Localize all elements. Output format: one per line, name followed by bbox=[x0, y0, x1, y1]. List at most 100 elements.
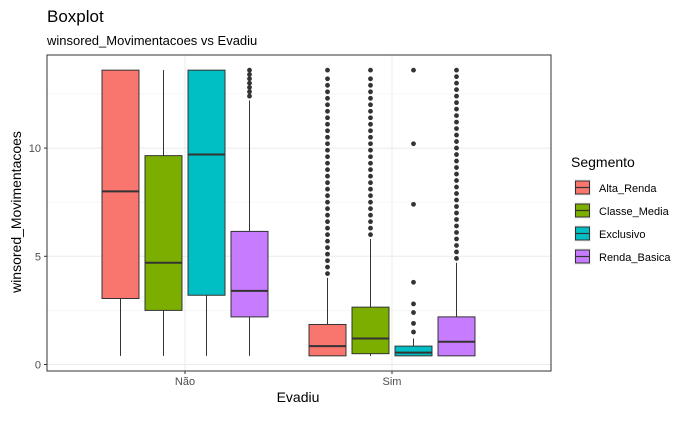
outlier-point bbox=[454, 204, 459, 209]
chart-subtitle: winsored_Movimentacoes vs Evadiu bbox=[46, 33, 257, 48]
outlier-point bbox=[411, 141, 416, 147]
legend-label: Alta_Renda bbox=[599, 183, 657, 195]
plot-area: 0 5 10 Não Sim bbox=[29, 54, 552, 388]
box bbox=[437, 316, 476, 357]
outlier-point bbox=[368, 167, 373, 173]
outlier-point bbox=[325, 245, 330, 251]
outlier-point bbox=[368, 128, 373, 134]
outlier-point bbox=[247, 85, 252, 90]
outlier-point bbox=[247, 89, 252, 95]
outlier-point bbox=[411, 310, 416, 315]
outlier-point bbox=[325, 147, 330, 153]
outlier-point bbox=[325, 251, 330, 257]
legend-title: Segmento bbox=[571, 154, 635, 170]
outlier-point bbox=[325, 271, 330, 277]
outlier-point bbox=[325, 199, 330, 205]
outlier-point bbox=[454, 80, 459, 86]
outlier-point bbox=[368, 121, 373, 127]
outlier-point bbox=[368, 180, 373, 186]
box bbox=[308, 323, 347, 357]
outlier-point bbox=[368, 67, 373, 73]
outlier-point bbox=[325, 102, 330, 108]
box bbox=[394, 345, 433, 357]
y-tick-label: 5 bbox=[35, 251, 41, 263]
outlier-point bbox=[325, 128, 330, 134]
outlier-point bbox=[368, 160, 373, 166]
outlier-point bbox=[454, 74, 459, 80]
outlier-point bbox=[454, 165, 459, 170]
outlier-point bbox=[454, 249, 459, 255]
outlier-point bbox=[325, 121, 330, 127]
outlier-point bbox=[411, 67, 416, 73]
outlier-point bbox=[325, 186, 330, 192]
outlier-point bbox=[325, 95, 330, 101]
y-tick-label: 10 bbox=[29, 143, 41, 155]
plot-border bbox=[46, 54, 552, 372]
outlier-point bbox=[247, 93, 252, 99]
outlier-point bbox=[368, 232, 373, 238]
outlier-point bbox=[325, 154, 330, 160]
outlier-point bbox=[454, 191, 459, 196]
outlier-point bbox=[325, 206, 330, 212]
y-axis-title: winsored_Movimentacoes bbox=[8, 131, 24, 294]
outlier-point bbox=[411, 301, 416, 307]
outlier-point bbox=[411, 320, 416, 326]
outlier-point bbox=[454, 158, 459, 164]
x-axis-title: Evadiu bbox=[277, 389, 320, 405]
outlier-point bbox=[247, 67, 252, 73]
outlier-point bbox=[454, 126, 459, 131]
outlier-point bbox=[454, 171, 459, 177]
outlier-point bbox=[454, 223, 459, 229]
outlier-point bbox=[325, 180, 330, 186]
outlier-point bbox=[454, 132, 459, 138]
outlier-point bbox=[368, 76, 373, 82]
outlier-point bbox=[325, 108, 330, 114]
outlier-point bbox=[247, 72, 252, 77]
outlier-point bbox=[368, 89, 373, 95]
outlier-point bbox=[411, 201, 416, 207]
outlier-point bbox=[368, 199, 373, 205]
box bbox=[101, 69, 140, 299]
box bbox=[187, 69, 226, 296]
outlier-point bbox=[325, 115, 330, 121]
legend-label: Renda_Basica bbox=[599, 252, 671, 264]
outlier-point bbox=[368, 102, 373, 108]
outlier-point bbox=[454, 106, 459, 112]
outlier-point bbox=[368, 212, 373, 218]
outlier-point bbox=[368, 115, 373, 121]
outlier-point bbox=[454, 100, 459, 106]
outlier-point bbox=[368, 225, 373, 231]
chart-title: Boxplot bbox=[47, 7, 104, 26]
outlier-point bbox=[454, 93, 459, 99]
outlier-point bbox=[325, 225, 330, 231]
outlier-point bbox=[325, 141, 330, 147]
x-tick-label: Não bbox=[175, 376, 195, 388]
outlier-point bbox=[368, 95, 373, 101]
outlier-point bbox=[454, 87, 459, 93]
outlier-point bbox=[454, 145, 459, 151]
outlier-point bbox=[368, 173, 373, 179]
outlier-point bbox=[368, 82, 373, 88]
outlier-point bbox=[454, 119, 459, 125]
outlier-point bbox=[325, 264, 330, 270]
outlier-point bbox=[454, 139, 459, 144]
outlier-point bbox=[368, 193, 373, 199]
box bbox=[230, 230, 269, 318]
outlier-point bbox=[325, 82, 330, 88]
legend: Segmento Alta_Renda Classe_Media Exclusivo… bbox=[571, 154, 671, 265]
outlier-point bbox=[454, 210, 459, 216]
box bbox=[144, 155, 183, 311]
outlier-point bbox=[454, 152, 459, 157]
outlier-point bbox=[325, 67, 330, 73]
outlier-point bbox=[411, 329, 416, 335]
outlier-point bbox=[368, 108, 373, 114]
outlier-point bbox=[325, 89, 330, 95]
outlier-point bbox=[325, 173, 330, 179]
outlier-point bbox=[325, 212, 330, 218]
outlier-point bbox=[368, 219, 373, 225]
outlier-point bbox=[325, 258, 330, 264]
outlier-point bbox=[454, 230, 459, 235]
y-tick-label: 0 bbox=[35, 360, 41, 372]
outlier-point bbox=[454, 184, 459, 190]
